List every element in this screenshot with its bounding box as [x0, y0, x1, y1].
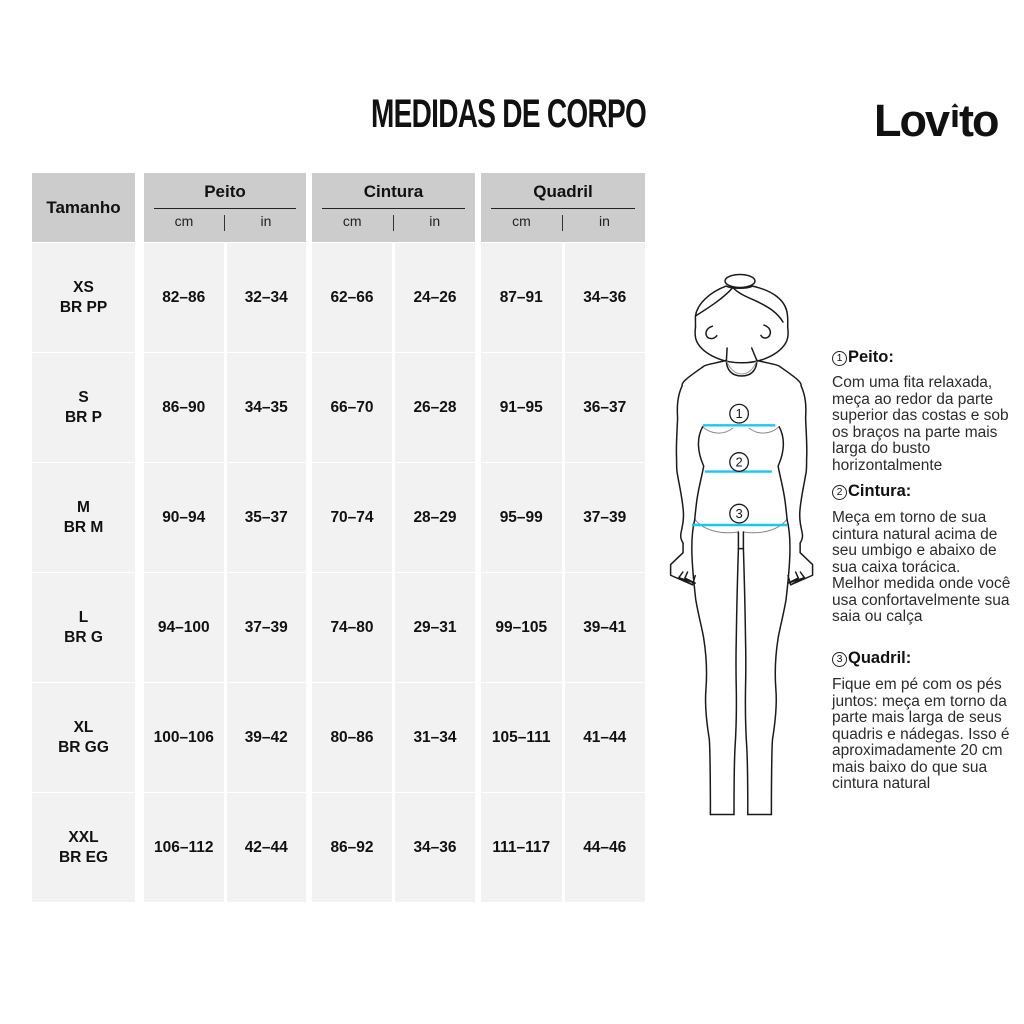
svg-text:2: 2 — [735, 455, 742, 470]
svg-text:1: 1 — [735, 406, 742, 421]
svg-text:3: 3 — [735, 506, 742, 521]
